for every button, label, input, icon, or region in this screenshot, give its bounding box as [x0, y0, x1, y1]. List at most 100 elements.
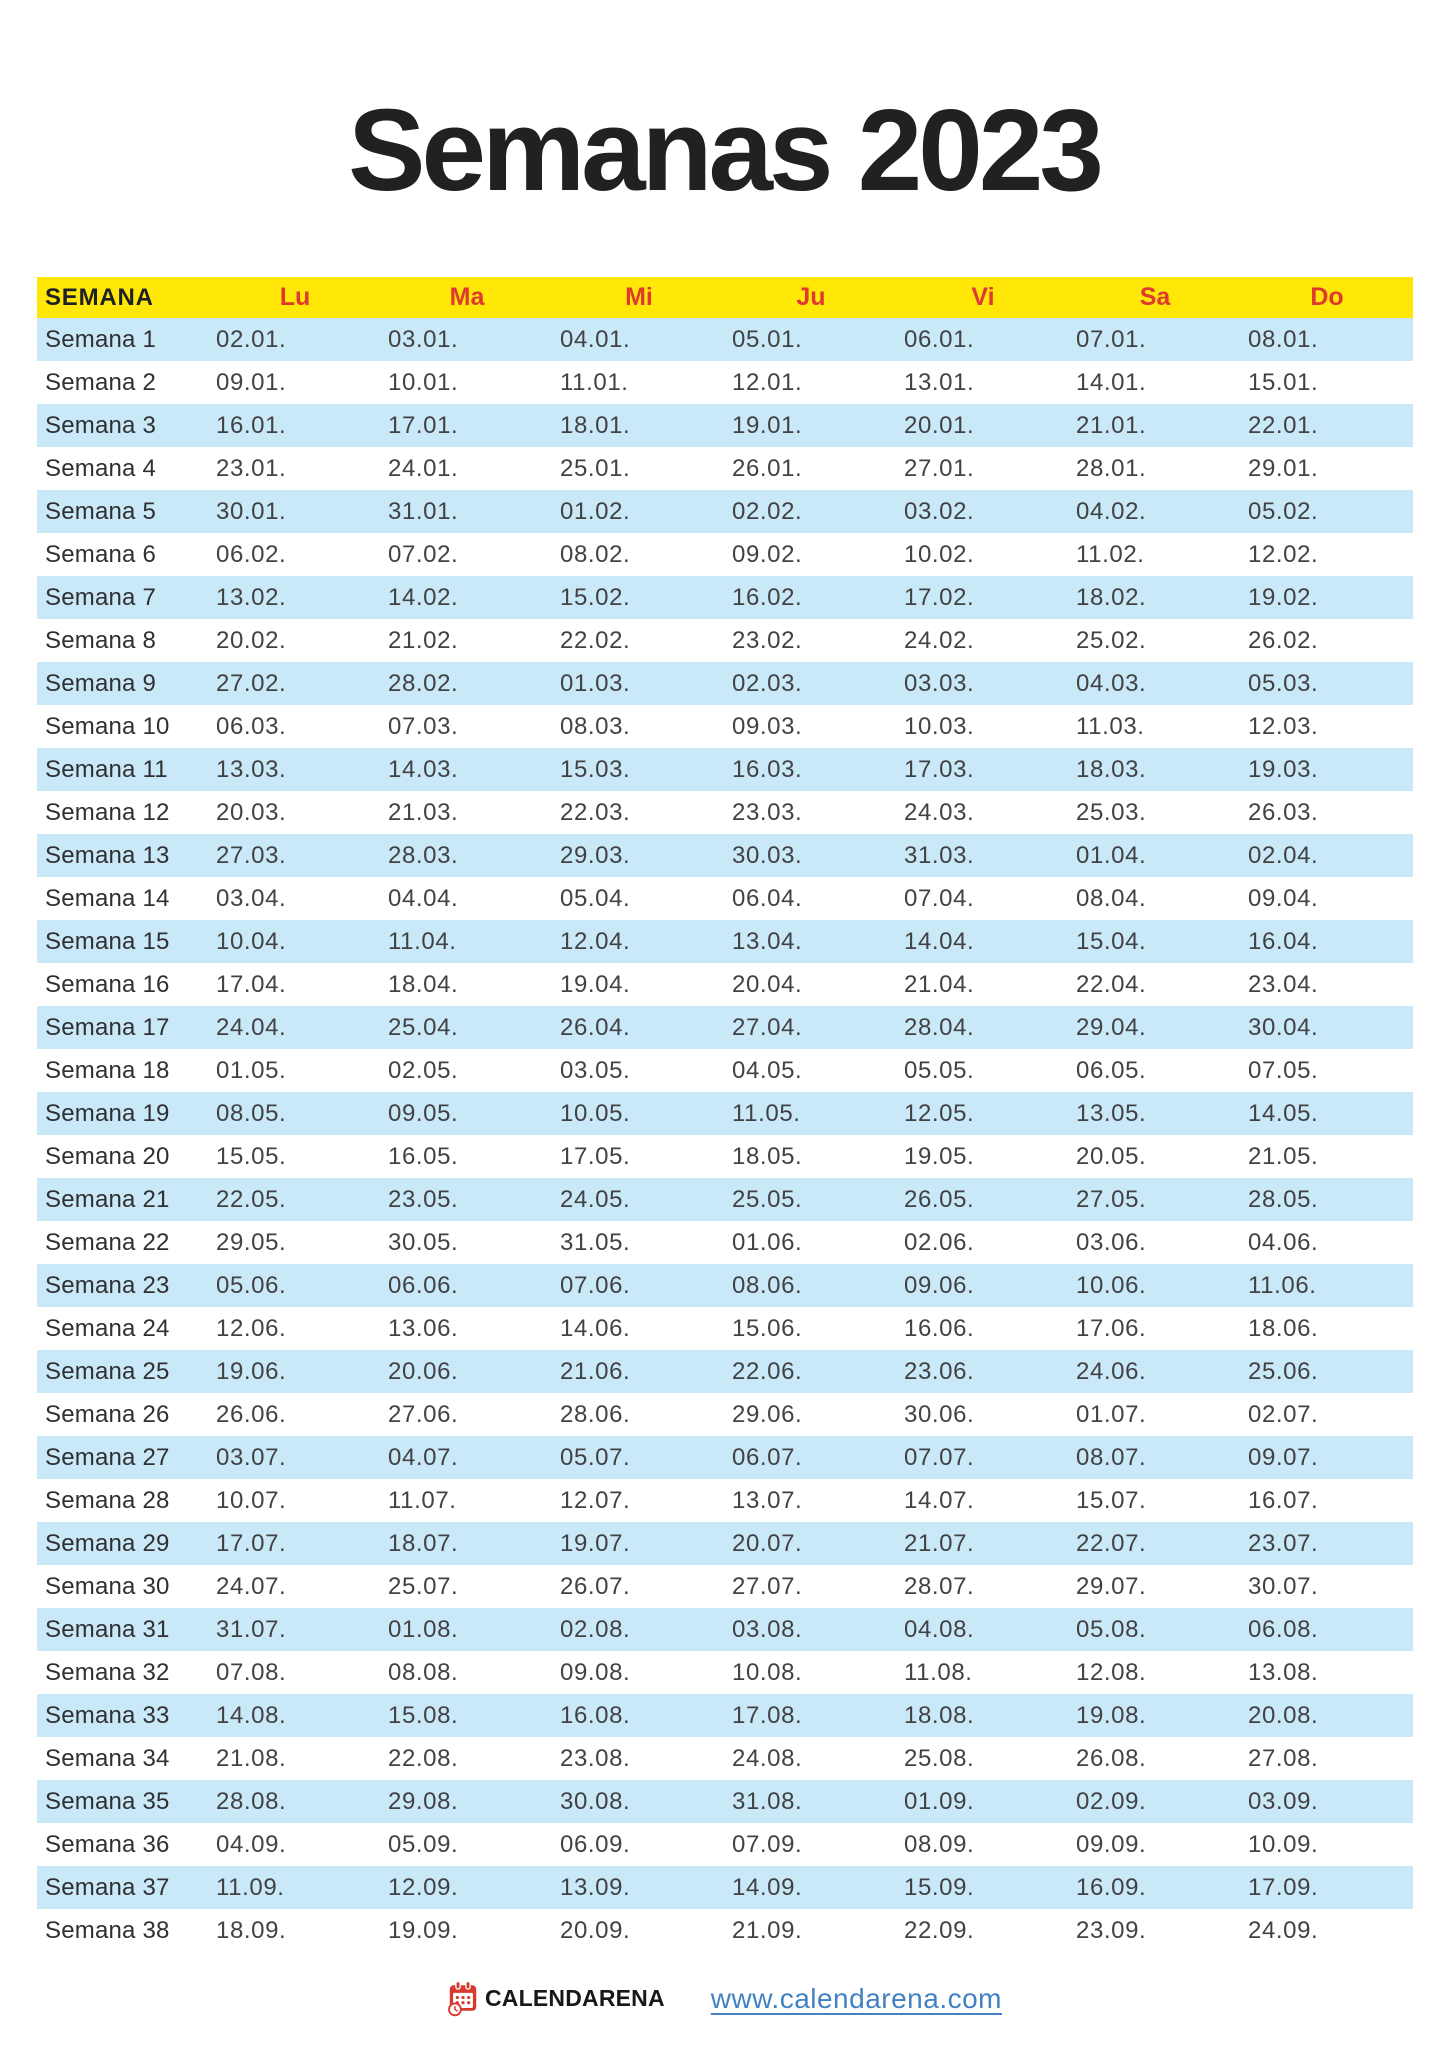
date-cell: 15.01. — [1248, 368, 1319, 396]
week-label: Semana 6 — [45, 540, 157, 568]
table-row: Semana 16 17.04. 18.04. 19.04. 20.04. 21.04. 2… — [37, 963, 1413, 1006]
date-cell: 06.02. — [216, 540, 287, 568]
date-cell: 28.03. — [388, 841, 459, 869]
table-row: Semana 18 01.05. 02.05. 03.05. 04.05. 05.05. 0… — [37, 1049, 1413, 1092]
column-header-day: Do — [1241, 277, 1413, 318]
table-row: Semana 10 06.03. 07.03. 08.03. 09.03. 10.03. 1… — [37, 705, 1413, 748]
table-row: Semana 22 29.05. 30.05. 31.05. 01.06. 02.06. 0… — [37, 1221, 1413, 1264]
date-cell: 16.02. — [732, 583, 803, 611]
table-row: Semana 33 14.08. 15.08. 16.08. 17.08. 18.08. 1… — [37, 1694, 1413, 1737]
date-cell: 06.05. — [1076, 1056, 1147, 1084]
date-cell: 06.08. — [1248, 1615, 1319, 1643]
date-cell: 18.04. — [388, 970, 459, 998]
date-cell: 26.03. — [1248, 798, 1319, 826]
date-cell: 14.07. — [904, 1486, 975, 1514]
date-cell: 08.05. — [216, 1099, 287, 1127]
date-cell: 20.01. — [904, 411, 975, 439]
date-cell: 23.01. — [216, 454, 287, 482]
date-cell: 04.08. — [904, 1615, 975, 1643]
date-cell: 01.05. — [216, 1056, 287, 1084]
date-cell: 17.01. — [388, 411, 459, 439]
date-cell: 09.01. — [216, 368, 287, 396]
date-cell: 16.08. — [560, 1701, 631, 1729]
table-row: Semana 13 27.03. 28.03. 29.03. 30.03. 31.03. 0… — [37, 834, 1413, 877]
date-cell: 23.06. — [904, 1357, 975, 1385]
date-cell: 21.02. — [388, 626, 459, 654]
date-cell: 18.05. — [732, 1142, 803, 1170]
date-cell: 14.02. — [388, 583, 459, 611]
date-cell: 28.05. — [1248, 1185, 1319, 1213]
date-cell: 27.01. — [904, 454, 975, 482]
date-cell: 25.01. — [560, 454, 631, 482]
date-cell: 07.09. — [732, 1830, 803, 1858]
date-cell: 14.06. — [560, 1314, 631, 1342]
date-cell: 05.03. — [1248, 669, 1319, 697]
date-cell: 23.04. — [1248, 970, 1319, 998]
table-row: Semana 26 26.06. 27.06. 28.06. 29.06. 30.06. 0… — [37, 1393, 1413, 1436]
date-cell: 09.04. — [1248, 884, 1319, 912]
column-header-day: Vi — [897, 277, 1069, 318]
date-cell: 06.09. — [560, 1830, 631, 1858]
date-cell: 05.07. — [560, 1443, 631, 1471]
date-cell: 11.05. — [732, 1099, 801, 1127]
date-cell: 20.09. — [560, 1916, 631, 1944]
page-title: Semanas 2023 — [348, 85, 1104, 215]
date-cell: 22.01. — [1248, 411, 1319, 439]
date-cell: 12.03. — [1248, 712, 1319, 740]
date-cell: 08.08. — [388, 1658, 459, 1686]
date-cell: 19.08. — [1076, 1701, 1147, 1729]
week-label: Semana 25 — [45, 1357, 170, 1385]
date-cell: 19.02. — [1248, 583, 1319, 611]
date-cell: 26.05. — [904, 1185, 975, 1213]
date-cell: 20.07. — [732, 1529, 803, 1557]
date-cell: 21.07. — [904, 1529, 975, 1557]
column-header-day: Lu — [209, 277, 381, 318]
date-cell: 11.01. — [560, 368, 629, 396]
date-cell: 13.03. — [216, 755, 287, 783]
table-row: Semana 32 07.08. 08.08. 09.08. 10.08. 11.08. 1… — [37, 1651, 1413, 1694]
date-cell: 10.08. — [732, 1658, 803, 1686]
date-cell: 31.07. — [216, 1615, 287, 1643]
date-cell: 29.03. — [560, 841, 631, 869]
date-cell: 31.01. — [388, 497, 459, 525]
date-cell: 17.09. — [1248, 1873, 1319, 1901]
date-cell: 18.06. — [1248, 1314, 1319, 1342]
date-cell: 22.05. — [216, 1185, 287, 1213]
date-cell: 17.04. — [216, 970, 287, 998]
date-cell: 04.04. — [388, 884, 459, 912]
date-cell: 25.07. — [388, 1572, 459, 1600]
date-cell: 15.06. — [732, 1314, 803, 1342]
website-link[interactable]: www.calendarena.com — [710, 1982, 1002, 2014]
week-label: Semana 4 — [45, 454, 157, 482]
week-label: Semana 24 — [45, 1314, 170, 1342]
date-cell: 26.07. — [560, 1572, 631, 1600]
date-cell: 21.09. — [732, 1916, 803, 1944]
date-cell: 25.08. — [904, 1744, 975, 1772]
date-cell: 26.04. — [560, 1013, 631, 1041]
date-cell: 24.01. — [388, 454, 459, 482]
table-row: Semana 25 19.06. 20.06. 21.06. 22.06. 23.06. 2… — [37, 1350, 1413, 1393]
date-cell: 16.05. — [388, 1142, 459, 1170]
date-cell: 01.07. — [1076, 1400, 1147, 1428]
date-cell: 05.04. — [560, 884, 631, 912]
date-cell: 07.06. — [560, 1271, 631, 1299]
date-cell: 03.04. — [216, 884, 287, 912]
date-cell: 16.01. — [216, 411, 287, 439]
date-cell: 11.02. — [1076, 540, 1145, 568]
table-row: Semana 5 30.01. 31.01. 01.02. 02.02. 03.02. 04… — [37, 490, 1413, 533]
date-cell: 08.03. — [560, 712, 631, 740]
week-label: Semana 3 — [45, 411, 157, 439]
date-cell: 10.06. — [1076, 1271, 1147, 1299]
date-cell: 07.08. — [216, 1658, 287, 1686]
date-cell: 04.07. — [388, 1443, 459, 1471]
week-label: Semana 27 — [45, 1443, 170, 1471]
date-cell: 24.03. — [904, 798, 975, 826]
date-cell: 02.07. — [1248, 1400, 1319, 1428]
date-cell: 12.02. — [1248, 540, 1319, 568]
date-cell: 19.06. — [216, 1357, 287, 1385]
date-cell: 21.04. — [904, 970, 975, 998]
date-cell: 27.08. — [1248, 1744, 1319, 1772]
date-cell: 27.03. — [216, 841, 287, 869]
week-label: Semana 15 — [45, 927, 170, 955]
date-cell: 14.03. — [388, 755, 459, 783]
